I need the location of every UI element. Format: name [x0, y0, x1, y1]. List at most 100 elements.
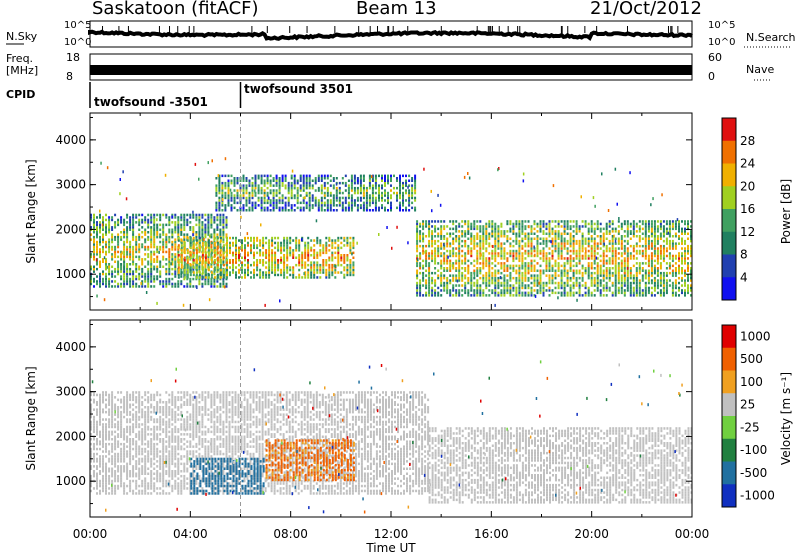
- echo-cell-3: [584, 271, 587, 275]
- echo-cell-3: [681, 259, 683, 263]
- echo-cell-3: [428, 220, 431, 223]
- echo-cell-0: [93, 420, 95, 424]
- echo-cell-3: [614, 291, 617, 295]
- echo-cell-1: [207, 244, 210, 247]
- echo-cell-2: [290, 181, 293, 185]
- echo-cell-0: [225, 216, 228, 219]
- echo-cell-3: [434, 279, 437, 282]
- echo-cell-3: [503, 281, 506, 285]
- echo-cell-3: [626, 279, 629, 282]
- echo-cell-1: [198, 241, 201, 245]
- echo-cell-0: [201, 272, 204, 276]
- echo-cell-0: [96, 479, 98, 483]
- echo-cell-2: [390, 206, 392, 210]
- echo-cell-3: [536, 269, 539, 272]
- echo-cell-3: [584, 222, 587, 226]
- echo-cell-0: [93, 223, 95, 227]
- echo-cell-0: [102, 460, 104, 463]
- echo-cell-1: [286, 239, 289, 242]
- echo-cell-0: [210, 265, 213, 268]
- echo-cell-3: [458, 269, 461, 272]
- echo-cell-1: [316, 271, 319, 274]
- echo-cell-1: [352, 236, 355, 240]
- echo-cell-3: [545, 232, 548, 235]
- echo-cell-0: [117, 250, 120, 254]
- echo-cell-0: [126, 226, 129, 229]
- echo-cell-1: [204, 259, 207, 262]
- echo-cell-3: [662, 230, 665, 233]
- echo-cell-3: [687, 291, 689, 295]
- echo-cell-0: [126, 240, 129, 244]
- echo-cell-3: [611, 274, 614, 277]
- echo-cell-3: [494, 274, 497, 277]
- echo-cell-1: [286, 251, 289, 255]
- echo-cell-0: [132, 260, 135, 263]
- echo-cell-2: [269, 209, 272, 212]
- echo-cell-1: [307, 271, 310, 274]
- echo-cell-3: [500, 276, 503, 280]
- echo-cell-1: [325, 271, 328, 274]
- colorbar-swatch: [722, 118, 736, 142]
- echo-cell-0: [135, 221, 138, 224]
- echo-cell-2: [230, 209, 233, 212]
- echo-cell-3: [488, 276, 491, 280]
- echo-cell-3: [566, 220, 569, 223]
- echo-cell-0: [144, 258, 147, 261]
- echo-cell-3: [674, 242, 677, 245]
- echo-cell-3: [458, 239, 461, 243]
- echo-cell-1: [226, 273, 228, 277]
- echo-cell-3: [644, 284, 647, 287]
- echo-cell-2: [227, 201, 230, 205]
- echo-cell-3: [518, 247, 521, 250]
- echo-cell-3: [681, 232, 683, 235]
- echo-cell-3: [575, 220, 578, 223]
- colorbar-swatch: [722, 231, 736, 255]
- echo-cell-3: [458, 225, 461, 228]
- echo-cell-2: [390, 179, 392, 182]
- echo-cell-0: [123, 243, 126, 246]
- echo-cell-1: [298, 276, 301, 279]
- echo-cell-0: [147, 235, 150, 239]
- echo-cell-2: [381, 199, 383, 202]
- echo-cell-3: [635, 271, 638, 275]
- echo-cell-3: [650, 291, 653, 295]
- echo-cell-2: [359, 206, 362, 210]
- echo-cell-3: [506, 259, 509, 263]
- echo-cell-2: [251, 204, 254, 207]
- echo-cell-3: [479, 230, 482, 233]
- echo-cell-3: [635, 225, 638, 228]
- echo-cell-0: [105, 487, 107, 490]
- echo-cell-2: [299, 184, 302, 187]
- power-panel-data: [90, 157, 692, 307]
- nsky-tick-low: 10^0: [64, 37, 92, 48]
- echo-cell-3: [644, 252, 647, 255]
- echo-cell-2: [248, 181, 251, 185]
- echo-cell-2: [341, 177, 344, 180]
- echo-cell-0: [96, 428, 98, 431]
- noise-point: [652, 197, 654, 201]
- echo-cell-3: [437, 232, 440, 235]
- echo-cell-1: [286, 266, 289, 269]
- echo-cell-3: [530, 247, 533, 250]
- noise-point: [156, 218, 158, 222]
- echo-cell-1: [343, 256, 346, 259]
- echo-cell-2: [293, 204, 296, 207]
- echo-cell-3: [581, 294, 584, 297]
- echo-cell-0: [153, 267, 156, 271]
- echo-cell-1: [244, 249, 246, 252]
- echo-cell-3: [548, 286, 551, 290]
- echo-cell-3: [629, 281, 632, 285]
- echo-cell-3: [428, 239, 431, 243]
- echo-cell-0: [99, 250, 101, 254]
- echo-cell-0: [96, 282, 98, 286]
- echo-cell-1: [195, 273, 198, 277]
- echo-cell-3: [593, 271, 596, 275]
- echo-cell-0: [105, 438, 107, 441]
- echo-cell-1: [265, 254, 268, 257]
- echo-cell-3: [512, 227, 515, 231]
- echo-cell-3: [485, 271, 488, 275]
- echo-cell-3: [440, 237, 443, 240]
- echo-cell-1: [256, 263, 259, 267]
- echo-cell-1: [256, 244, 259, 247]
- echo-cell-3: [626, 254, 629, 258]
